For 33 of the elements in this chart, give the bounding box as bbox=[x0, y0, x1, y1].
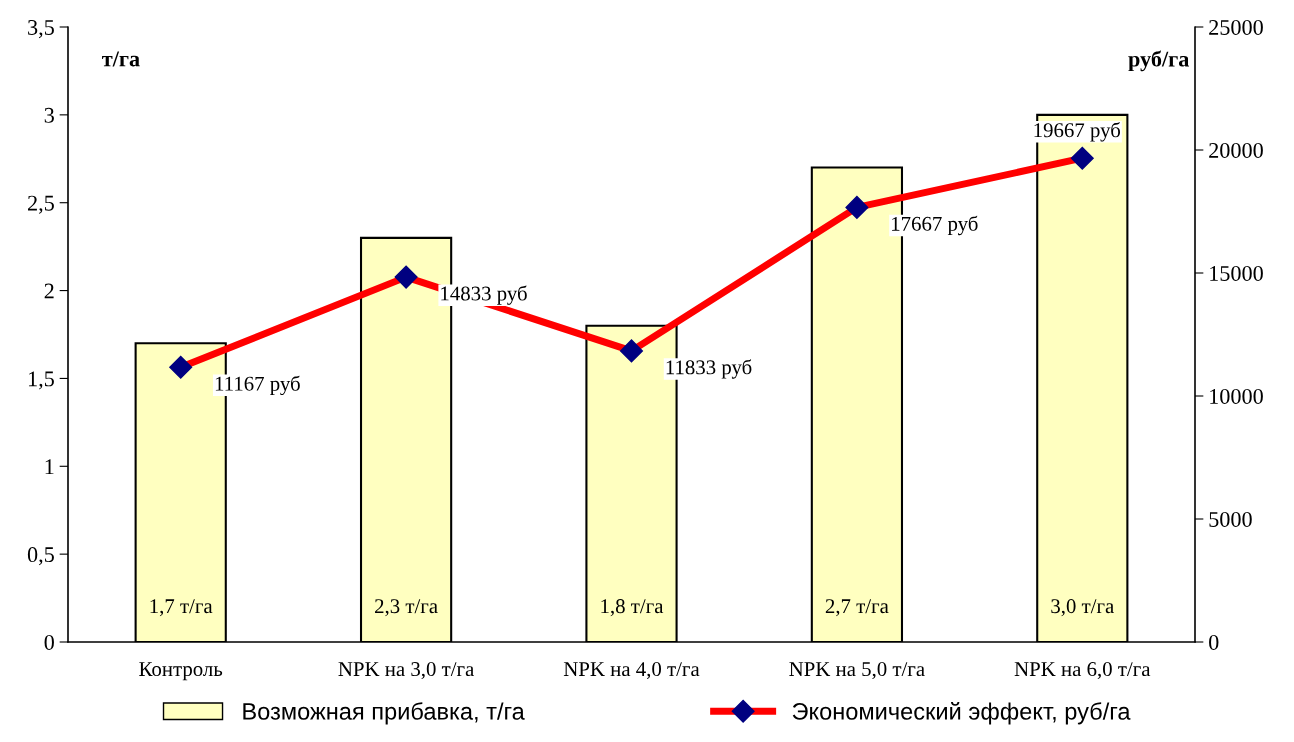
y-tick-label: 0 bbox=[44, 634, 54, 650]
y-tick-label: 1,5 bbox=[28, 371, 54, 390]
x-tick-label: NPK на 6,0 т/га bbox=[1014, 662, 1151, 680]
data-label: 11833 руб bbox=[666, 359, 752, 379]
y2-tick-label: 15000 bbox=[1210, 265, 1263, 281]
legend-label: Возможная прибавка, т/га bbox=[243, 702, 525, 725]
data-label: 3,0 т/га bbox=[1051, 599, 1114, 617]
x-tick-label: NPK на 4,0 т/га bbox=[563, 662, 700, 680]
x-tick-label: NPK на 5,0 т/га bbox=[789, 662, 925, 680]
y-tick-label: 3 bbox=[44, 107, 54, 123]
y2-tick-label: 20000 bbox=[1209, 142, 1263, 158]
data-label: 14833 руб bbox=[441, 285, 527, 305]
data-label: 2,7 т/га bbox=[825, 599, 889, 617]
x-tick-label: NPK на 3,0 т/га bbox=[338, 662, 475, 680]
y2-tick-label: 5000 bbox=[1209, 511, 1252, 527]
y2-tick-label: 10000 bbox=[1210, 388, 1263, 404]
y-tick-label: 1 bbox=[45, 459, 54, 474]
data-label: 11167 руб bbox=[215, 375, 300, 396]
y-tick-label: 3,5 bbox=[28, 19, 54, 39]
y-tick-label: 2,5 bbox=[28, 195, 54, 214]
data-label: 1,7 т/га bbox=[150, 599, 213, 617]
y2-tick-label: 25000 bbox=[1209, 19, 1263, 35]
legend-label: Экономический эффект, руб/га bbox=[792, 702, 1131, 725]
x-tick-label: Контроль bbox=[139, 662, 223, 681]
data-label: 2,3 т/га bbox=[375, 599, 438, 617]
data-label: 17667 руб bbox=[892, 215, 978, 236]
data-label: 1,8 т/га bbox=[601, 599, 664, 617]
y-tick-label: 2 bbox=[44, 283, 54, 299]
y2-axis-title: руб/га bbox=[1128, 50, 1190, 72]
data-label: 19667 руб bbox=[1034, 122, 1121, 142]
y2-tick-label: 0 bbox=[1209, 634, 1219, 650]
y-tick-label: 0,5 bbox=[27, 547, 54, 566]
y-axis-title: т/га bbox=[102, 51, 140, 67]
